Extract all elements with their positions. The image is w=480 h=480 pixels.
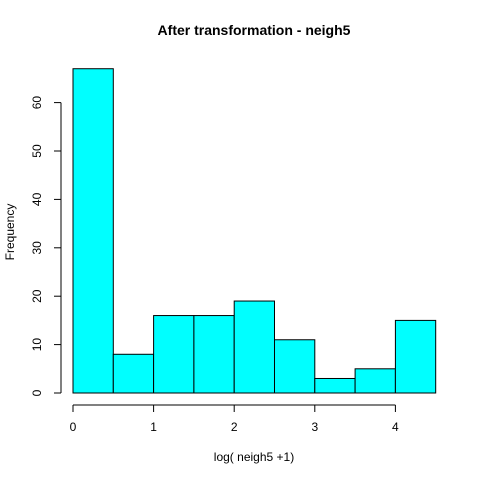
histogram-bar bbox=[233, 300, 275, 394]
x-tick-label: 2 bbox=[231, 420, 238, 434]
x-axis-label: log( neigh5 +1) bbox=[214, 450, 294, 464]
y-tick-label: 20 bbox=[30, 289, 44, 303]
y-tick-label: 40 bbox=[30, 192, 44, 206]
y-tick-label: 30 bbox=[30, 241, 44, 255]
x-tick-label: 4 bbox=[392, 420, 399, 434]
x-axis: 0 1 2 3 4 bbox=[70, 404, 399, 434]
bars-group bbox=[72, 68, 437, 394]
histogram-bar bbox=[112, 353, 155, 394]
histogram-bar bbox=[354, 368, 396, 394]
chart-title: After transformation - neigh5 bbox=[158, 22, 351, 38]
y-tick-label: 10 bbox=[30, 338, 44, 352]
x-tick-label: 0 bbox=[70, 420, 77, 434]
histogram-bar bbox=[193, 315, 235, 394]
histogram-bar bbox=[394, 319, 437, 394]
histogram-bar bbox=[72, 68, 114, 394]
histogram-bar bbox=[314, 377, 356, 394]
y-tick-label: 0 bbox=[30, 389, 44, 396]
y-axis-label: Frequency bbox=[3, 204, 17, 261]
histogram-bar bbox=[153, 315, 195, 394]
y-tick-label: 60 bbox=[30, 96, 44, 110]
histogram-bar bbox=[274, 339, 316, 394]
y-tick-label: 50 bbox=[30, 144, 44, 158]
x-tick-label: 3 bbox=[311, 420, 318, 434]
y-axis: 0 10 20 30 40 50 60 bbox=[30, 96, 62, 396]
x-tick-label: 1 bbox=[150, 420, 157, 434]
